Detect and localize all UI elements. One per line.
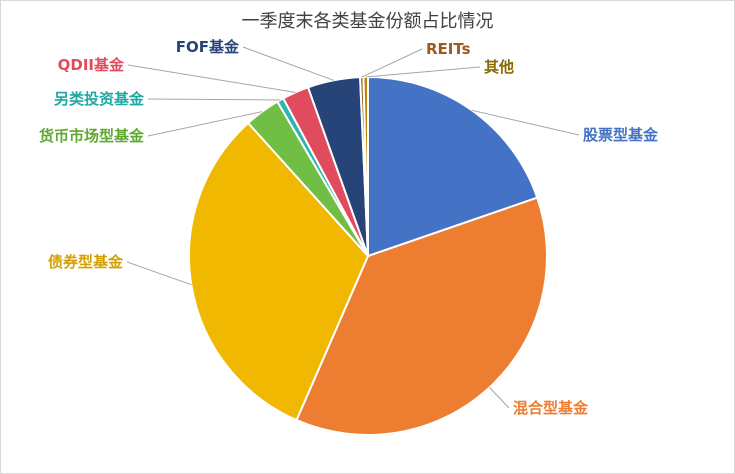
leader-line [147, 111, 263, 137]
slice-label: 另类投资基金 [54, 90, 145, 108]
leader-line [365, 66, 481, 78]
leader-line [361, 48, 423, 78]
chart-title: 一季度末各类基金份额占比情况 [241, 11, 494, 32]
slice-label: 其他 [484, 58, 514, 76]
slice-label: QDII基金 [58, 56, 125, 74]
slice-label: REITs [426, 40, 471, 58]
pie-slice [295, 196, 548, 436]
leader-line [127, 64, 296, 93]
leader-line [489, 387, 510, 409]
leader-lines [126, 46, 580, 409]
leader-line [242, 46, 334, 81]
pie-slices [188, 75, 548, 436]
slice-label: 混合型基金 [513, 399, 589, 417]
leader-line [471, 109, 580, 136]
leader-line [147, 98, 281, 101]
slice-label: 债券型基金 [48, 253, 124, 271]
pie-slice [188, 121, 370, 422]
slice-label: 股票型基金 [583, 126, 659, 144]
leader-line [126, 261, 192, 286]
slice-label: 货币市场型基金 [39, 127, 145, 145]
slice-label: FOF基金 [176, 38, 240, 56]
